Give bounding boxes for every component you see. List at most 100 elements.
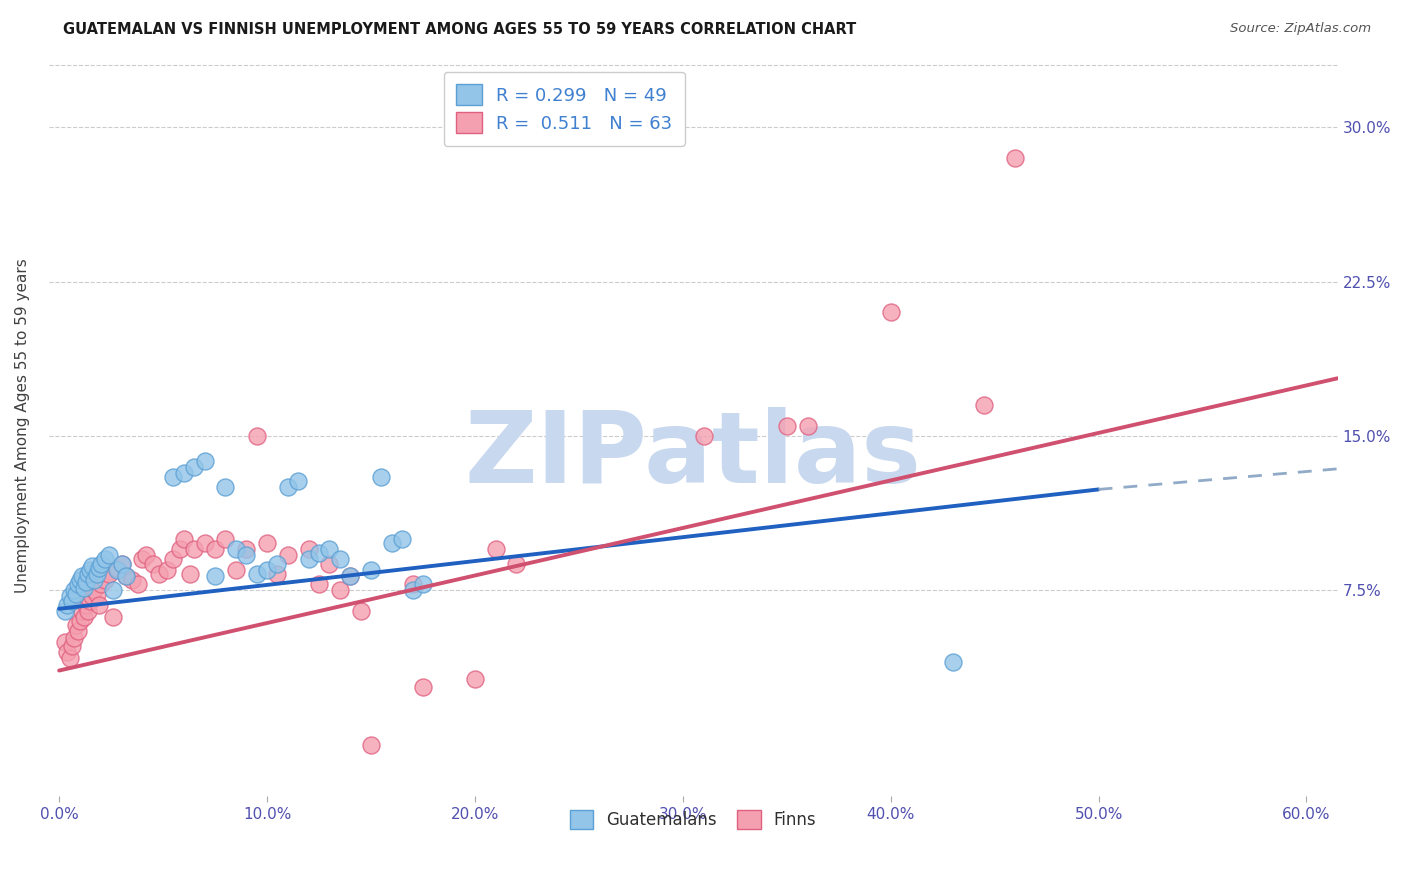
Point: [349, 604, 371, 618]
Point: [235, 542, 257, 557]
Point: [391, 532, 413, 546]
Point: [58, 590, 80, 604]
Point: [82, 558, 104, 573]
Point: [131, 552, 153, 566]
Point: [98, 549, 121, 563]
Point: [94, 552, 117, 566]
Point: [98, 566, 121, 581]
Point: [69, 573, 91, 587]
Point: [214, 532, 236, 546]
Point: [58, 651, 80, 665]
Point: [692, 429, 714, 443]
Point: [169, 542, 191, 557]
Point: [401, 583, 423, 598]
Point: [55, 604, 77, 618]
Point: [485, 542, 508, 557]
Point: [90, 557, 112, 571]
Point: [266, 566, 288, 581]
Point: [297, 552, 319, 566]
Point: [973, 398, 995, 412]
Point: [79, 563, 101, 577]
Text: ZIPatlas: ZIPatlas: [465, 407, 921, 504]
Point: [214, 480, 236, 494]
Point: [90, 577, 112, 591]
Point: [412, 680, 434, 694]
Point: [246, 429, 269, 443]
Point: [235, 549, 257, 563]
Point: [103, 610, 125, 624]
Point: [148, 566, 170, 581]
Point: [256, 536, 278, 550]
Point: [329, 583, 352, 598]
Point: [55, 634, 77, 648]
Point: [266, 557, 288, 571]
Point: [66, 577, 89, 591]
Y-axis label: Unemployment Among Ages 55 to 59 years: Unemployment Among Ages 55 to 59 years: [15, 259, 30, 593]
Point: [82, 590, 104, 604]
Point: [173, 532, 195, 546]
Point: [225, 542, 247, 557]
Text: Source: ZipAtlas.com: Source: ZipAtlas.com: [1230, 22, 1371, 36]
Point: [308, 577, 330, 591]
Point: [796, 418, 818, 433]
Point: [360, 563, 382, 577]
Point: [75, 598, 97, 612]
Point: [103, 583, 125, 598]
Point: [62, 583, 84, 598]
Point: [942, 655, 965, 669]
Point: [776, 418, 799, 433]
Point: [194, 453, 217, 467]
Point: [256, 563, 278, 577]
Point: [204, 569, 226, 583]
Point: [66, 624, 89, 639]
Point: [70, 569, 93, 583]
Point: [56, 645, 79, 659]
Point: [339, 569, 361, 583]
Point: [412, 577, 434, 591]
Point: [110, 557, 132, 571]
Point: [370, 470, 392, 484]
Point: [62, 631, 84, 645]
Point: [308, 546, 330, 560]
Point: [79, 593, 101, 607]
Point: [73, 610, 96, 624]
Point: [204, 542, 226, 557]
Point: [162, 552, 184, 566]
Point: [360, 738, 382, 752]
Point: [318, 542, 340, 557]
Point: [86, 566, 108, 581]
Point: [464, 672, 486, 686]
Point: [105, 560, 128, 574]
Point: [60, 593, 83, 607]
Point: [505, 557, 527, 571]
Point: [77, 566, 100, 581]
Point: [87, 598, 110, 612]
Point: [297, 542, 319, 557]
Point: [183, 542, 205, 557]
Point: [156, 563, 179, 577]
Point: [114, 569, 136, 583]
Point: [339, 569, 361, 583]
Point: [1004, 151, 1026, 165]
Point: [329, 552, 352, 566]
Point: [65, 618, 87, 632]
Point: [287, 474, 309, 488]
Point: [87, 560, 110, 574]
Point: [381, 536, 404, 550]
Point: [142, 557, 165, 571]
Point: [83, 573, 105, 587]
Legend: Guatemalans, Finns: Guatemalans, Finns: [564, 804, 823, 836]
Point: [173, 466, 195, 480]
Point: [194, 536, 217, 550]
Point: [65, 587, 87, 601]
Point: [162, 470, 184, 484]
Point: [83, 583, 105, 598]
Point: [75, 575, 97, 590]
Point: [110, 557, 132, 571]
Point: [105, 563, 128, 577]
Point: [94, 573, 117, 587]
Point: [318, 557, 340, 571]
Point: [277, 480, 299, 494]
Point: [70, 604, 93, 618]
Point: [77, 604, 100, 618]
